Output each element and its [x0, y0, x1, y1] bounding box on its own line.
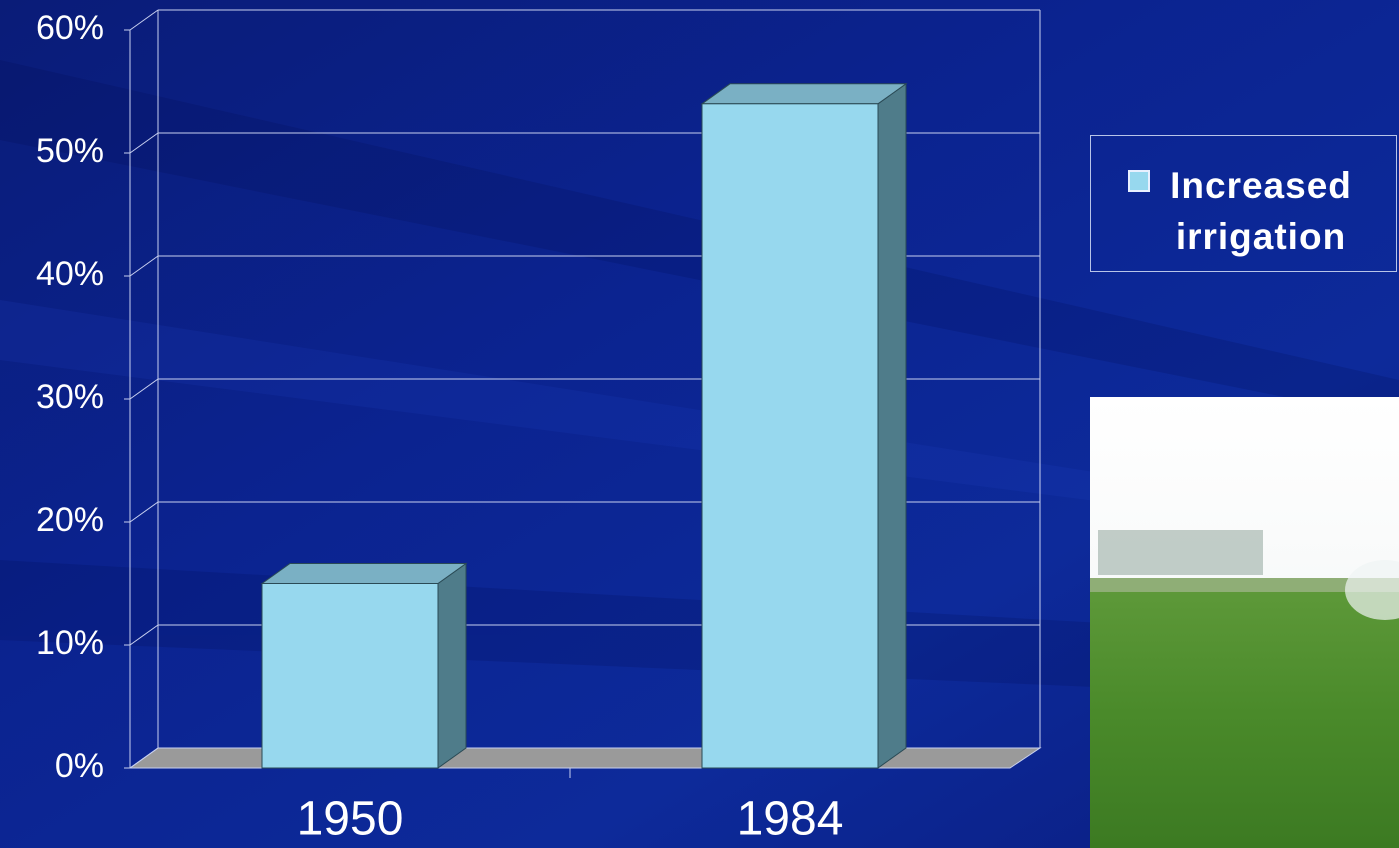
legend-label: Increased irrigation: [1161, 160, 1361, 262]
x-tick-label: 1950: [297, 793, 404, 846]
bar-top: [262, 564, 466, 584]
y-tick-label: 20%: [36, 501, 104, 539]
bar-top: [702, 84, 906, 104]
slide: 0% 10% 20% 30% 40% 50% 60% 1950 1984 Increased i…: [0, 0, 1399, 848]
y-tick-label: 50%: [36, 132, 104, 170]
bar: [262, 584, 438, 769]
bar: [702, 104, 878, 768]
y-tick-label: 10%: [36, 624, 104, 662]
y-tick-label: 60%: [36, 9, 104, 47]
photo: [1090, 397, 1399, 848]
chart: 0% 10% 20% 30% 40% 50% 60% 1950 1984: [0, 0, 1399, 848]
y-tick-label: 30%: [36, 378, 104, 416]
bar-side: [878, 84, 906, 768]
x-tick-label: 1984: [737, 793, 844, 846]
bar-side: [438, 564, 466, 769]
y-tick-label: 40%: [36, 255, 104, 293]
y-tick-label: 0%: [55, 747, 104, 785]
legend-swatch: [1128, 170, 1150, 192]
legend: Increased irrigation: [1090, 135, 1397, 272]
